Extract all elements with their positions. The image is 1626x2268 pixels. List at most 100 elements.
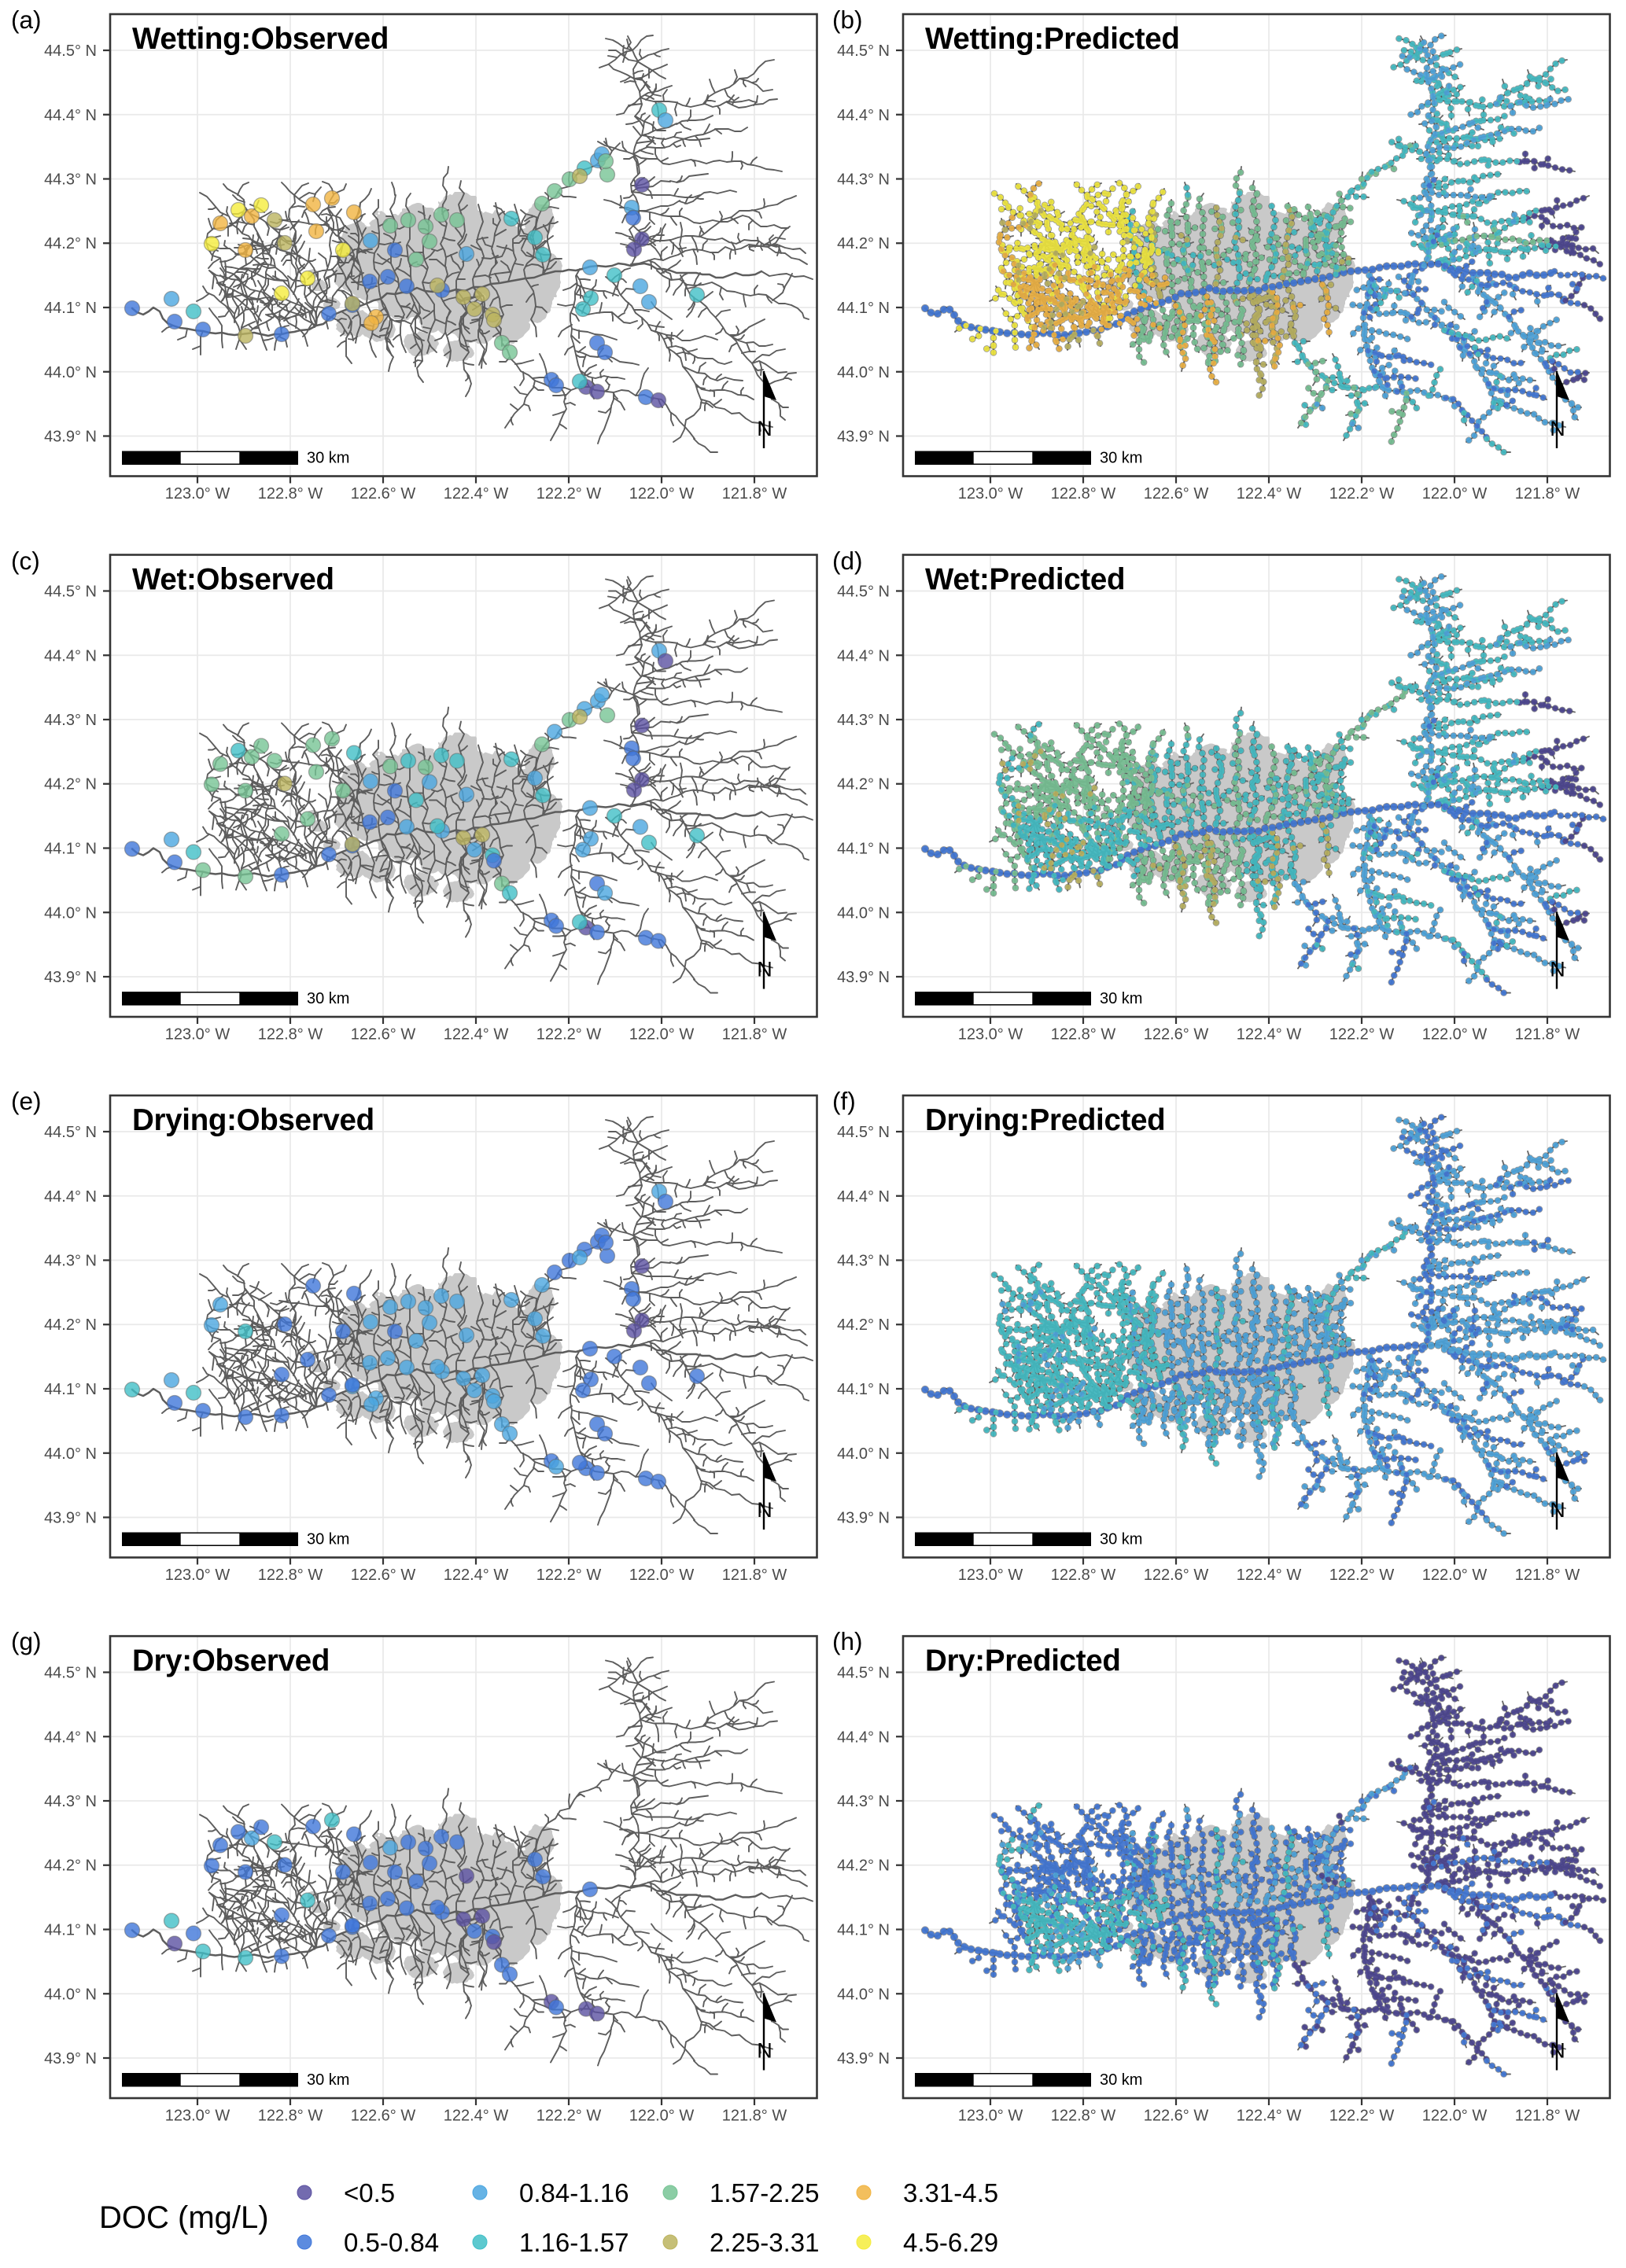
svg-text:44.0° N: 44.0° N	[837, 904, 890, 922]
svg-text:(a): (a)	[11, 6, 42, 34]
svg-text:122.0° W: 122.0° W	[629, 1026, 695, 1044]
svg-text:44.5° N: 44.5° N	[44, 584, 97, 601]
svg-text:44.5° N: 44.5° N	[837, 1665, 890, 1682]
svg-text:122.8° W: 122.8° W	[258, 1026, 323, 1044]
svg-text:44.1° N: 44.1° N	[44, 1922, 97, 1939]
svg-text:122.4° W: 122.4° W	[1237, 1026, 1302, 1044]
svg-text:(h): (h)	[832, 1627, 863, 1655]
svg-text:122.6° W: 122.6° W	[351, 1567, 416, 1584]
svg-text:0.84-1.16: 0.84-1.16	[519, 2178, 629, 2207]
svg-text:122.0° W: 122.0° W	[1422, 1567, 1488, 1584]
svg-text:122.2° W: 122.2° W	[1329, 2108, 1395, 2125]
svg-text:Drying:Observed: Drying:Observed	[132, 1103, 374, 1137]
svg-text:44.1° N: 44.1° N	[44, 841, 97, 858]
svg-text:44.0° N: 44.0° N	[44, 904, 97, 922]
svg-text:44.3° N: 44.3° N	[44, 1253, 97, 1270]
svg-text:(f): (f)	[832, 1087, 856, 1115]
svg-text:44.3° N: 44.3° N	[837, 171, 890, 189]
svg-text:44.4° N: 44.4° N	[837, 1188, 890, 1206]
svg-text:44.5° N: 44.5° N	[44, 1124, 97, 1141]
svg-text:123.0° W: 123.0° W	[165, 1026, 230, 1044]
svg-text:44.4° N: 44.4° N	[837, 107, 890, 124]
svg-text:44.2° N: 44.2° N	[837, 776, 890, 793]
svg-text:44.4° N: 44.4° N	[44, 1729, 97, 1746]
svg-text:122.4° W: 122.4° W	[1237, 485, 1302, 503]
svg-text:43.9° N: 43.9° N	[837, 969, 890, 986]
svg-text:2.25-3.31: 2.25-3.31	[710, 2228, 819, 2257]
svg-text:44.1° N: 44.1° N	[837, 1381, 890, 1398]
svg-text:43.9° N: 43.9° N	[44, 2050, 97, 2067]
svg-text:Dry:Predicted: Dry:Predicted	[925, 1644, 1121, 1678]
svg-text:(d): (d)	[832, 547, 863, 575]
svg-text:122.4° W: 122.4° W	[444, 485, 509, 503]
svg-text:44.5° N: 44.5° N	[837, 1124, 890, 1141]
svg-text:1.16-1.57: 1.16-1.57	[519, 2228, 629, 2257]
svg-text:44.4° N: 44.4° N	[44, 647, 97, 665]
svg-text:(g): (g)	[11, 1627, 42, 1655]
svg-text:122.8° W: 122.8° W	[1051, 1026, 1116, 1044]
svg-text:44.3° N: 44.3° N	[44, 1793, 97, 1810]
svg-text:44.4° N: 44.4° N	[44, 1188, 97, 1206]
svg-text:123.0° W: 123.0° W	[958, 1026, 1023, 1044]
svg-text:123.0° W: 123.0° W	[165, 2108, 230, 2125]
svg-text:123.0° W: 123.0° W	[165, 1567, 230, 1584]
svg-text:121.8° W: 121.8° W	[1515, 1026, 1580, 1044]
svg-text:122.2° W: 122.2° W	[1329, 1026, 1395, 1044]
svg-text:121.8° W: 121.8° W	[1515, 485, 1580, 503]
svg-text:44.2° N: 44.2° N	[44, 235, 97, 252]
svg-text:44.0° N: 44.0° N	[837, 1445, 890, 1463]
svg-text:Wetting:Observed: Wetting:Observed	[132, 22, 389, 56]
svg-text:DOC (mg/L): DOC (mg/L)	[99, 2200, 269, 2235]
svg-text:44.3° N: 44.3° N	[837, 712, 890, 729]
svg-text:43.9° N: 43.9° N	[44, 429, 97, 446]
svg-text:123.0° W: 123.0° W	[958, 1567, 1023, 1584]
svg-text:122.4° W: 122.4° W	[444, 2108, 509, 2125]
svg-text:44.3° N: 44.3° N	[837, 1793, 890, 1810]
svg-text:44.1° N: 44.1° N	[837, 300, 890, 317]
svg-text:122.8° W: 122.8° W	[258, 485, 323, 503]
svg-text:43.9° N: 43.9° N	[44, 1510, 97, 1527]
svg-text:122.2° W: 122.2° W	[536, 1567, 602, 1584]
svg-text:122.0° W: 122.0° W	[629, 1567, 695, 1584]
svg-text:44.1° N: 44.1° N	[44, 300, 97, 317]
svg-text:122.0° W: 122.0° W	[1422, 1026, 1488, 1044]
svg-text:122.2° W: 122.2° W	[536, 1026, 602, 1044]
svg-text:44.5° N: 44.5° N	[44, 42, 97, 60]
svg-text:122.2° W: 122.2° W	[536, 485, 602, 503]
svg-text:122.8° W: 122.8° W	[1051, 1567, 1116, 1584]
svg-text:122.2° W: 122.2° W	[536, 2108, 602, 2125]
svg-text:122.8° W: 122.8° W	[1051, 2108, 1116, 2125]
svg-text:0.5-0.84: 0.5-0.84	[344, 2228, 439, 2257]
svg-text:122.6° W: 122.6° W	[1144, 485, 1209, 503]
svg-text:Wet:Predicted: Wet:Predicted	[925, 563, 1125, 597]
svg-text:43.9° N: 43.9° N	[44, 969, 97, 986]
svg-text:122.8° W: 122.8° W	[258, 2108, 323, 2125]
svg-text:<0.5: <0.5	[344, 2178, 395, 2207]
svg-text:44.0° N: 44.0° N	[837, 1986, 890, 2003]
svg-text:122.0° W: 122.0° W	[1422, 485, 1488, 503]
svg-text:44.1° N: 44.1° N	[837, 841, 890, 858]
svg-text:44.4° N: 44.4° N	[837, 647, 890, 665]
svg-text:122.0° W: 122.0° W	[629, 2108, 695, 2125]
svg-text:44.2° N: 44.2° N	[44, 776, 97, 793]
svg-text:122.6° W: 122.6° W	[1144, 2108, 1209, 2125]
svg-text:122.8° W: 122.8° W	[258, 1567, 323, 1584]
svg-text:44.0° N: 44.0° N	[44, 1986, 97, 2003]
svg-text:44.2° N: 44.2° N	[44, 1857, 97, 1875]
svg-text:122.6° W: 122.6° W	[351, 485, 416, 503]
svg-text:44.2° N: 44.2° N	[837, 235, 890, 252]
svg-text:(c): (c)	[11, 547, 40, 575]
svg-text:(e): (e)	[11, 1087, 42, 1115]
svg-text:122.8° W: 122.8° W	[1051, 485, 1116, 503]
svg-text:1.57-2.25: 1.57-2.25	[710, 2178, 819, 2207]
svg-text:Wetting:Predicted: Wetting:Predicted	[925, 22, 1180, 56]
svg-text:44.5° N: 44.5° N	[837, 584, 890, 601]
svg-text:Drying:Predicted: Drying:Predicted	[925, 1103, 1165, 1137]
svg-text:44.3° N: 44.3° N	[44, 171, 97, 189]
svg-text:122.6° W: 122.6° W	[1144, 1026, 1209, 1044]
svg-text:Wet:Observed: Wet:Observed	[132, 563, 334, 597]
svg-text:122.2° W: 122.2° W	[1329, 1567, 1395, 1584]
svg-text:44.3° N: 44.3° N	[44, 712, 97, 729]
svg-text:44.5° N: 44.5° N	[44, 1665, 97, 1682]
svg-text:44.1° N: 44.1° N	[837, 1922, 890, 1939]
